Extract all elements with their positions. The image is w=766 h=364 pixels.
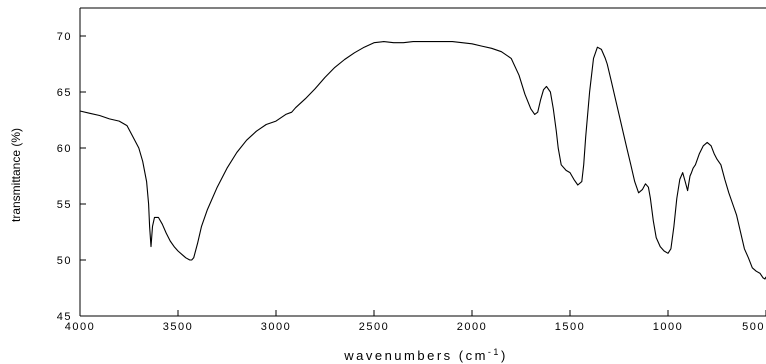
x-axis-title: wavenumbers (cm-1) xyxy=(343,347,508,363)
x-tick-label: 2500 xyxy=(359,321,389,333)
y-tick-label: 65 xyxy=(57,87,72,99)
x-axis-title-main: wavenumbers (cm xyxy=(343,348,488,363)
series-line xyxy=(79,41,766,280)
x-ticks: 4000 3500 3000 2500 2000 1500 1000 500 xyxy=(65,310,766,333)
x-tick-label: 3500 xyxy=(163,321,193,333)
x-axis-title-superscript: -1 xyxy=(488,347,501,357)
x-tick-label: 500 xyxy=(742,321,765,333)
y-tick-label: 50 xyxy=(57,255,72,267)
x-tick-label: 4000 xyxy=(65,321,95,333)
y-tick-label: 70 xyxy=(57,31,72,43)
x-tick-label: 1500 xyxy=(555,321,585,333)
y-ticks: 45 50 55 60 65 70 xyxy=(57,31,86,323)
x-axis-title-close: ) xyxy=(501,348,508,363)
y-tick-label: 60 xyxy=(57,143,72,155)
x-tick-label: 2000 xyxy=(457,321,487,333)
plot-area: 45 50 55 60 65 70 4000 3500 3000 2500 2000 1500 100… xyxy=(57,7,766,333)
y-tick-label: 45 xyxy=(57,311,72,323)
x-tick-label: 1000 xyxy=(653,321,683,333)
y-axis-title: transmittance (%) xyxy=(9,128,23,222)
x-tick-label: 3000 xyxy=(261,321,291,333)
y-tick-label: 55 xyxy=(57,199,72,211)
